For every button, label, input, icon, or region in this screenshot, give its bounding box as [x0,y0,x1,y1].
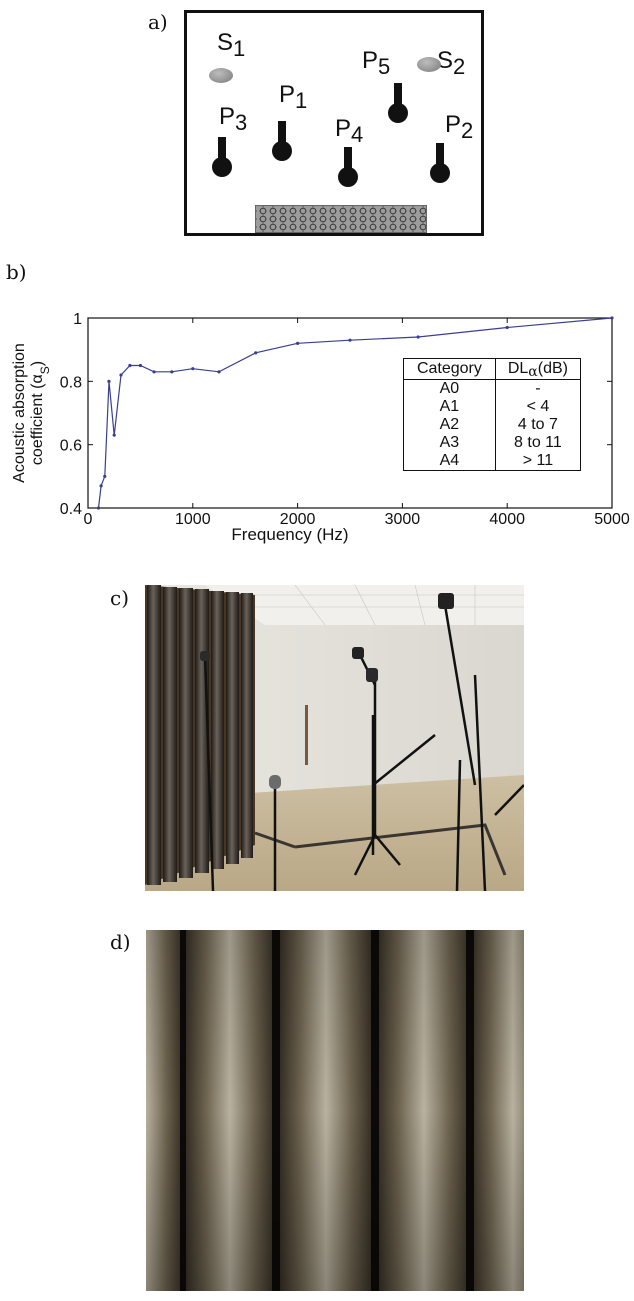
data-point [254,351,258,355]
data-point [138,363,142,368]
table-cell-category: A2 [403,416,496,434]
data-point [348,338,352,342]
data-point [107,379,111,383]
table-row: A3 8 to 11 [403,434,582,452]
x-tick-label: 4000 [489,511,525,528]
table-cell-dl: 8 to 11 [494,434,582,452]
data-point [128,363,132,368]
absorber-panel [255,205,427,233]
room-photo-image [145,585,524,891]
y-axis-label-line1: Acoustic absorption [11,343,28,483]
absorber-closeup-photo [146,930,524,1291]
table-cell-dl: 4 to 7 [494,416,582,434]
sound-source-s1-icon [209,68,233,83]
data-point [99,484,103,488]
table-row: A4 > 11 [403,452,582,471]
table-cell-category: A1 [403,398,496,416]
mic-label-p2: P2 [445,111,474,143]
absorber-closeup-image [146,930,524,1291]
y-tick-label: 0.6 [60,438,82,455]
data-point [217,370,221,374]
source-label-s2: S2 [437,47,466,79]
x-tick-label: 5000 [594,511,630,528]
microphone-p1-icon [271,121,293,163]
table-cell-category: A3 [403,434,496,452]
x-tick-label: 3000 [385,511,421,528]
table-cell-dl: > 11 [494,452,582,471]
microphone-p2-icon [429,143,451,185]
x-tick-label: 1000 [175,511,211,528]
data-point [610,316,614,320]
panel-label-b: b) [6,260,27,284]
data-point [170,370,174,374]
data-point [152,370,156,374]
x-tick-label: 2000 [280,511,316,528]
table-row: A0- [403,379,582,398]
y-tick-label: 1 [73,311,82,328]
panel-label-c: c) [110,586,130,610]
absorption-line [97,317,613,509]
absorption-chart: 0 1000 2000 3000 4000 5000 0.4 0.6 0.8 1 Frequency… [11,311,630,544]
data-point [505,325,509,330]
mic-label-p4: P4 [335,115,364,147]
mic-label-p5: P5 [362,47,391,79]
panel-label-a: a) [148,10,168,34]
table-row: A2 4 to 7 [403,416,582,434]
mic-label-p1: P1 [279,81,308,113]
table-header-dl: DLα(dB) [494,358,582,380]
category-table: Category DLα(dB) A0- A1 < 4 A2 4 to 7 A3 8 … [403,358,582,471]
table-cell-dl: < 4 [494,398,582,416]
plot-frame [87,317,613,509]
data-point [103,474,107,478]
y-tick-label: 0.4 [60,501,82,518]
chart-labels: 0 1000 2000 3000 4000 5000 0.4 0.6 0.8 1 Frequency… [11,311,630,544]
table-row: A1 < 4 [403,398,582,416]
table-cell-category: A4 [403,452,496,471]
data-point [416,335,420,339]
table-cell-dl: - [494,379,582,398]
x-tick-label: 0 [84,511,93,528]
y-tick-label: 0.8 [60,374,82,391]
room-layout-diagram: S1 S2 P5 P1 P3 P4 P2 [184,10,484,236]
table-header-category: Category [403,358,496,380]
source-label-s1: S1 [217,29,246,61]
chart-series [96,316,614,510]
panel-label-d: d) [110,930,131,954]
data-point [296,341,300,345]
y-axis-label-line2: coefficient (αS) [29,361,52,465]
table-cell-category: A0 [403,379,496,398]
data-point [112,433,116,437]
room-photo [145,585,524,891]
table-header-row: Category DLα(dB) [403,358,582,380]
microphone-p3-icon [211,137,233,179]
mic-label-p3: P3 [219,103,248,135]
data-point [119,373,123,377]
x-axis-label: Frequency (Hz) [231,525,348,544]
microphone-p5-icon [387,83,409,125]
data-point [191,367,195,371]
sound-source-s2-icon [417,57,441,72]
data-point [96,506,101,510]
microphone-p4-icon [337,147,359,189]
